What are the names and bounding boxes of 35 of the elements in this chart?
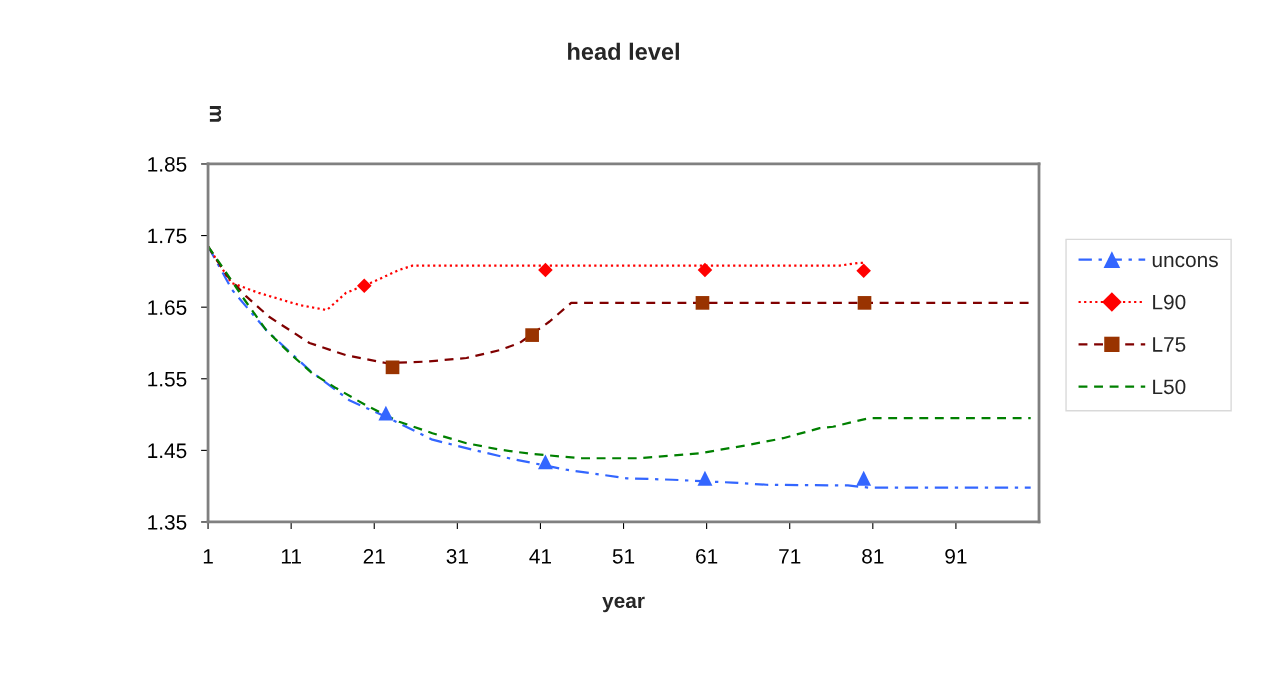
x-tick-label: 1 <box>203 549 213 564</box>
chart-title: head level <box>568 42 679 61</box>
x-tick-label: 21 <box>363 548 385 564</box>
point <box>538 262 553 278</box>
point <box>356 278 372 293</box>
y-tick-label: 1.65 <box>148 300 187 315</box>
y-tick-label: 1.55 <box>148 371 187 387</box>
y-axis-title: m <box>209 105 222 122</box>
point <box>385 360 400 375</box>
point <box>525 328 539 342</box>
x-tick-label: 71 <box>779 549 801 564</box>
y-tick-label: 1.35 <box>148 514 187 530</box>
point <box>537 454 553 470</box>
legend-label: L75 <box>1153 337 1186 352</box>
point <box>378 405 394 421</box>
point <box>697 262 713 278</box>
point <box>857 296 872 310</box>
y-tick-label: 1.45 <box>148 443 187 459</box>
x-tick-label: 81 <box>862 548 884 564</box>
x-tick-label: 11 <box>281 549 301 564</box>
x-tick-label: 61 <box>696 548 718 564</box>
point <box>856 470 872 486</box>
legend-label: L90 <box>1153 294 1186 310</box>
x-tick-label: 91 <box>945 548 967 564</box>
point <box>856 263 871 278</box>
legend-label: L50 <box>1153 379 1186 395</box>
y-tick-label: 1.85 <box>148 156 187 172</box>
x-tick-label: 51 <box>612 549 635 564</box>
y-tick-label: 1.75 <box>148 228 187 244</box>
point <box>697 470 713 486</box>
legend-label: uncons <box>1152 255 1218 268</box>
x-tick-label: 31 <box>446 548 468 564</box>
x-tick-label: 41 <box>529 549 552 564</box>
x-axis-title: year <box>602 596 645 613</box>
point <box>695 296 710 310</box>
